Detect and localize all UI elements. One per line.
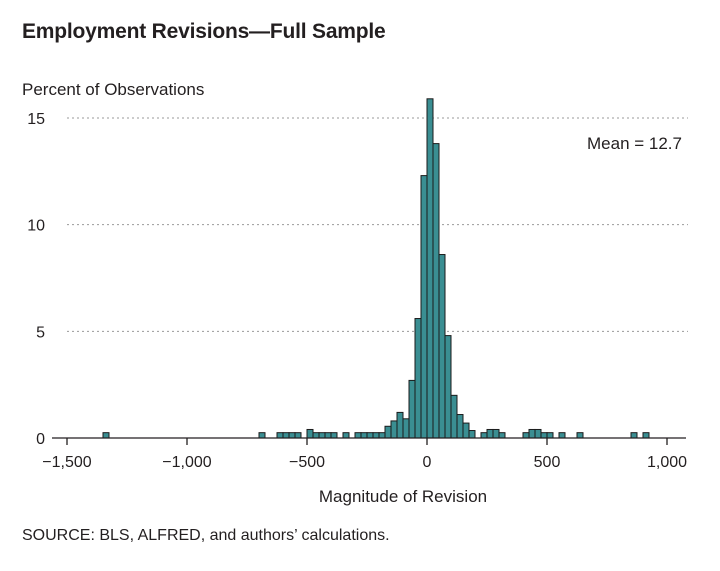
histogram-bar: [366, 432, 374, 439]
histogram-bar: [540, 432, 548, 439]
histogram-bar: [390, 420, 398, 439]
x-tick-label: 500: [534, 454, 561, 471]
source-note: SOURCE: BLS, ALFRED, and authors’ calcul…: [22, 527, 390, 544]
histogram-bar: [396, 411, 404, 439]
histogram-bar: [546, 432, 554, 439]
histogram-bar: [444, 335, 452, 439]
gridlines: [67, 117, 688, 332]
histogram-bar: [522, 432, 530, 439]
histogram-bar: [492, 428, 500, 439]
histogram-bar: [462, 422, 470, 439]
histogram-bar: [408, 379, 416, 439]
histogram-bar: [378, 432, 386, 439]
histogram-bar: [330, 432, 338, 439]
histogram-bar: [360, 432, 368, 439]
histogram-bar: [576, 432, 584, 439]
histogram-bar: [294, 432, 302, 439]
x-axis-title: Magnitude of Revision: [319, 487, 487, 506]
x-tick-label: 1,000: [647, 454, 687, 471]
histogram-bar: [402, 418, 410, 439]
mean-annotation: Mean = 12.7: [587, 134, 682, 153]
histogram-bar: [534, 428, 542, 439]
x-tick-label: 0: [423, 454, 432, 471]
histogram-bar: [384, 425, 392, 439]
histogram-bar: [468, 430, 476, 439]
x-axis-ticks: −1,500 −1,000 −500 0 500 1,000: [42, 438, 687, 471]
histogram-bars: [102, 98, 650, 439]
histogram-bar: [498, 432, 506, 439]
y-axis-title: Percent of Observations: [22, 80, 204, 99]
histogram-bar: [486, 428, 494, 439]
histogram-bar: [420, 175, 428, 439]
histogram-bar: [426, 98, 434, 439]
histogram-bar: [258, 432, 266, 439]
histogram-bar: [342, 432, 350, 439]
chart-title: Employment Revisions—Full Sample: [22, 20, 386, 43]
y-tick-label: 5: [36, 324, 45, 341]
y-tick-label: 0: [36, 431, 45, 448]
histogram-bar: [306, 428, 314, 439]
histogram-bar: [324, 432, 332, 439]
histogram-bar: [528, 428, 536, 439]
histogram-bar: [558, 432, 566, 439]
histogram-bar: [456, 414, 464, 439]
y-tick-label: 15: [27, 111, 45, 128]
x-tick-label: −1,500: [42, 454, 91, 471]
histogram-bar: [354, 432, 362, 439]
histogram-bar: [318, 432, 326, 439]
histogram-bar: [288, 432, 296, 439]
histogram-bar: [312, 432, 320, 439]
x-tick-label: −500: [289, 454, 325, 471]
histogram-bar: [414, 318, 422, 439]
histogram-bar: [438, 254, 446, 439]
y-axis-ticks: 0 5 10 15: [27, 111, 45, 448]
histogram-bar: [102, 432, 110, 439]
histogram-bar: [450, 394, 458, 439]
histogram-bar: [432, 143, 440, 439]
histogram-bar: [630, 432, 638, 439]
x-tick-label: −1,000: [162, 454, 211, 471]
y-tick-label: 10: [27, 218, 45, 235]
histogram-bar: [642, 432, 650, 439]
histogram-bar: [480, 432, 488, 439]
histogram-bar: [372, 432, 380, 439]
histogram-bar: [276, 432, 284, 439]
histogram-bar: [282, 432, 290, 439]
